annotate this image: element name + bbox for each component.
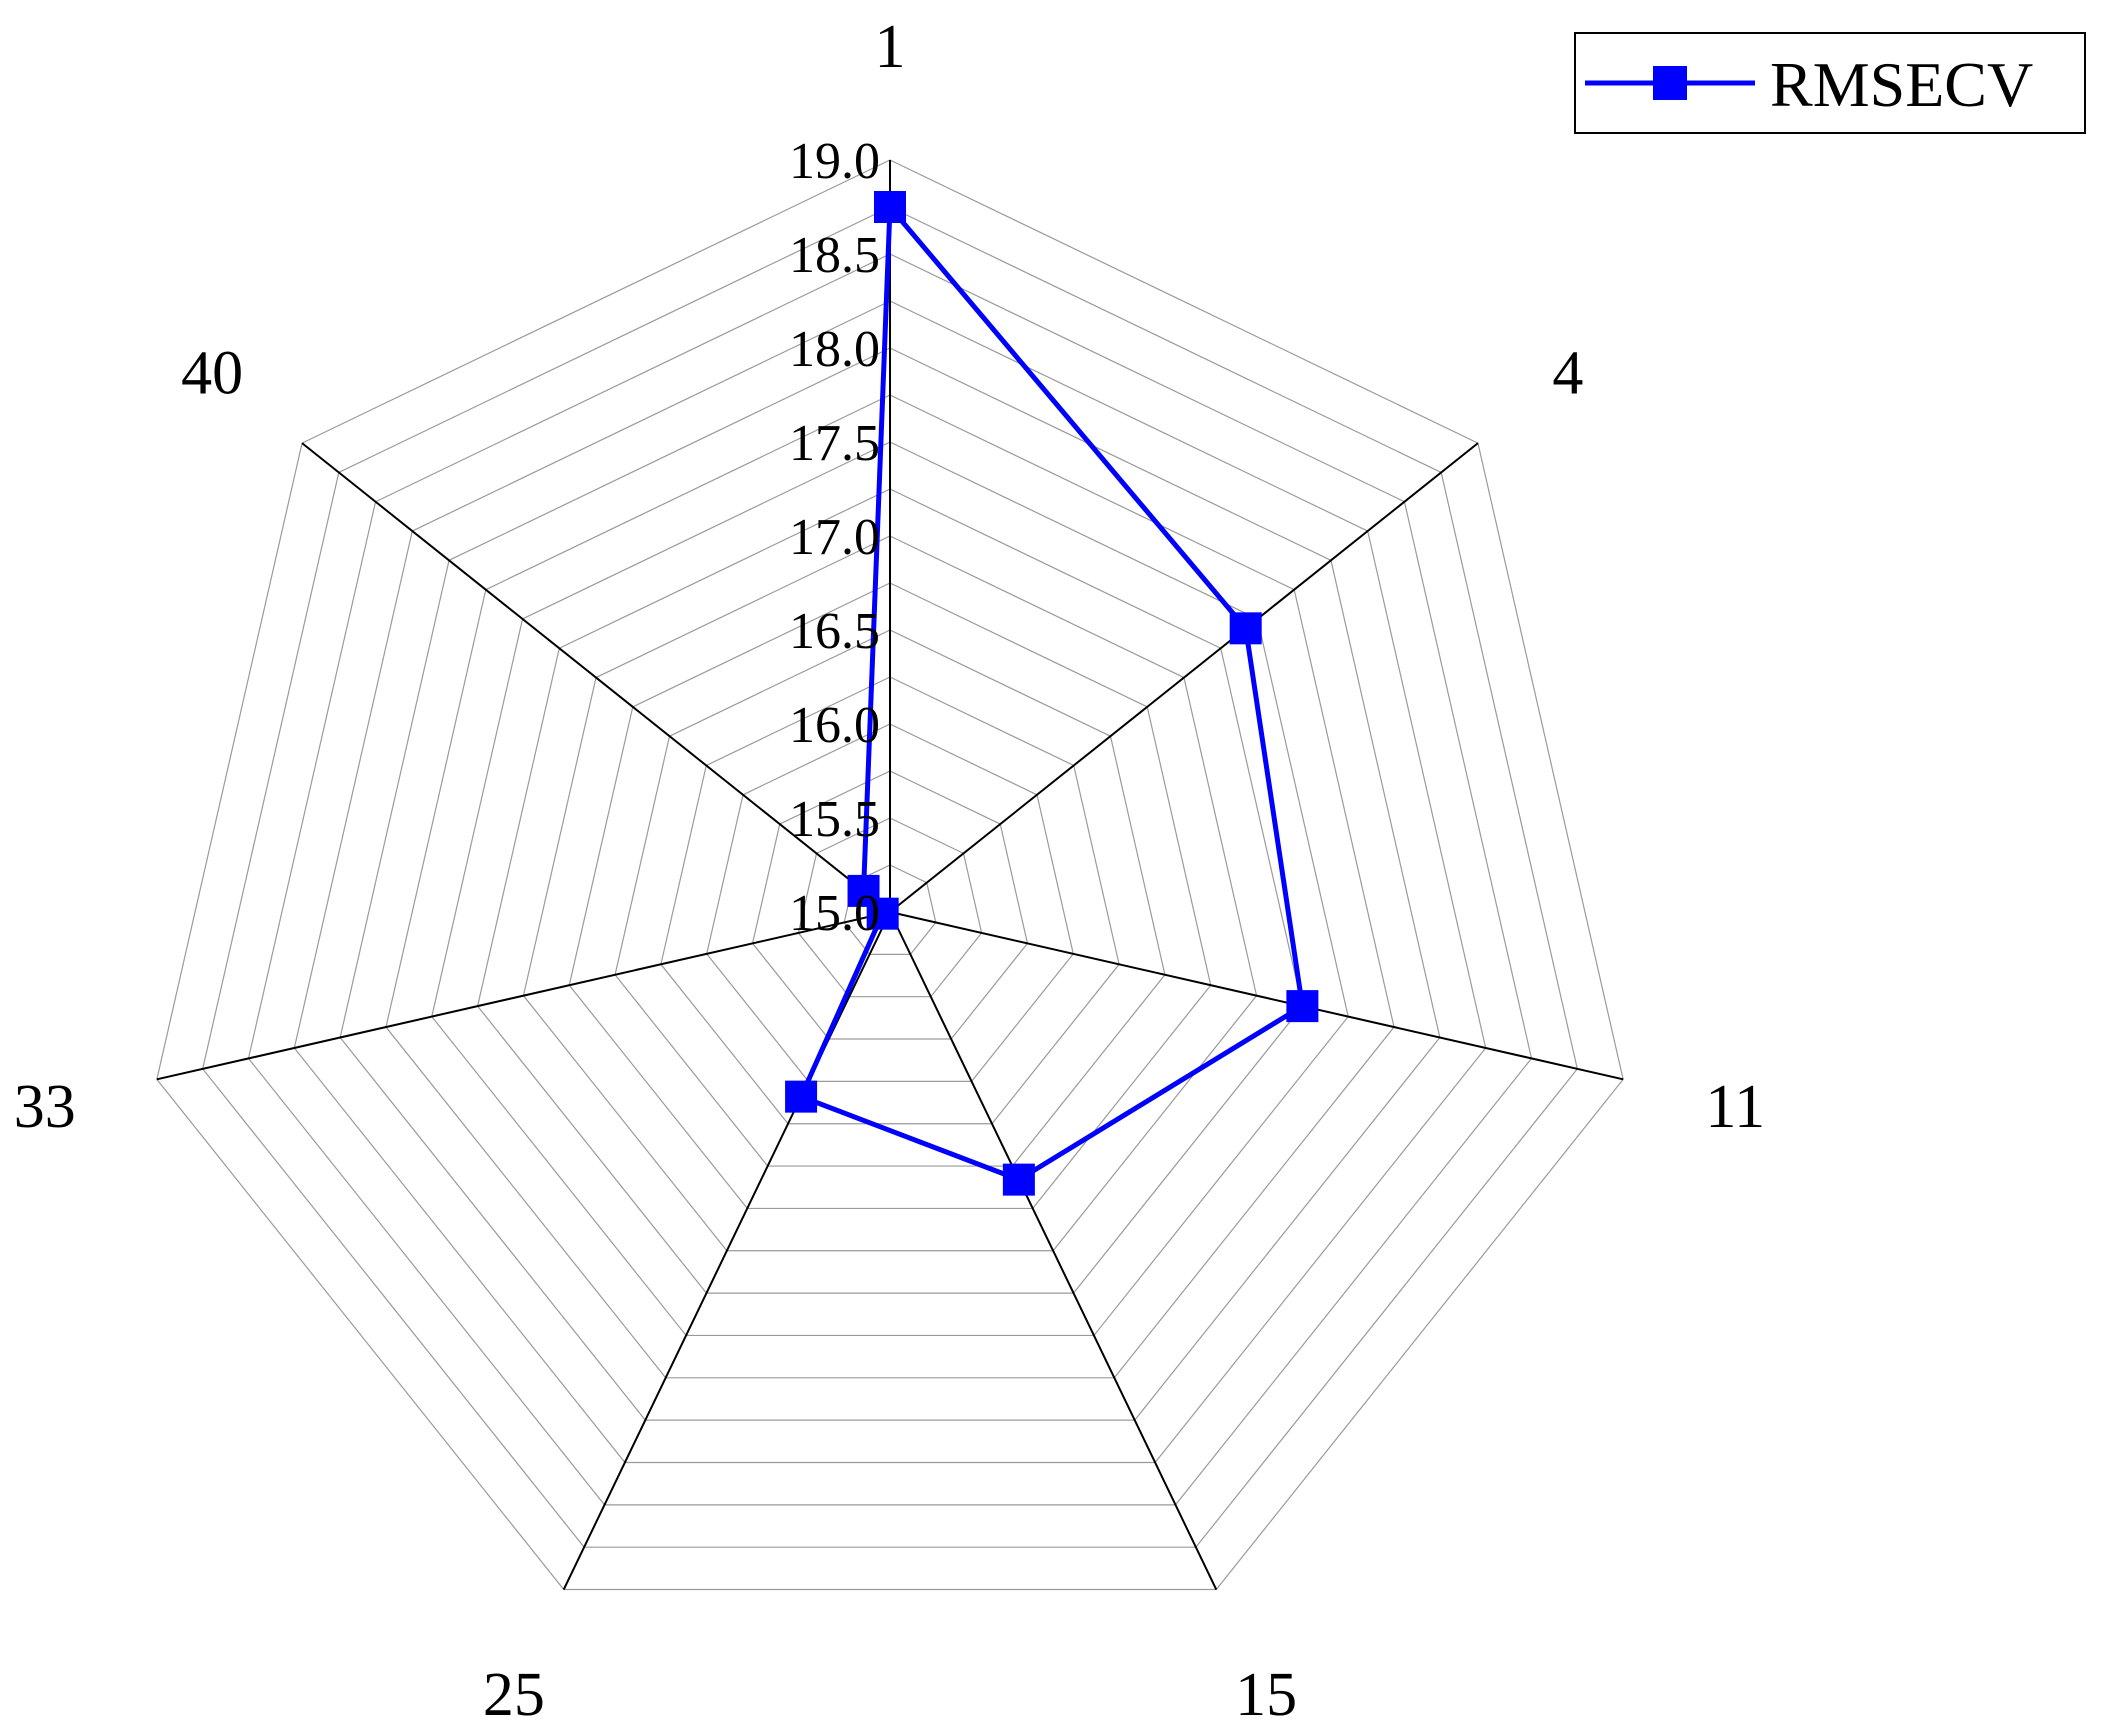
grid-ring <box>431 441 1349 1337</box>
radial-tick-label: 19.0 <box>789 133 880 190</box>
spoke-label-4: 4 <box>1552 339 1583 407</box>
grid-ring <box>568 582 1212 1210</box>
grid-ring <box>293 300 1487 1464</box>
spoke-label-15: 15 <box>1235 1661 1297 1729</box>
series-marker-40 <box>847 874 880 907</box>
radial-tick-label: 15.5 <box>789 791 880 848</box>
spoke-label-25: 25 <box>483 1661 545 1729</box>
spoke-line <box>889 911 1218 1590</box>
radial-tick-label: 15.0 <box>789 885 880 942</box>
series-marker-15 <box>1002 1163 1035 1196</box>
spoke-label-1: 1 <box>875 13 906 81</box>
grid-ring <box>247 253 1533 1506</box>
radial-tick-label: 17.0 <box>789 509 880 566</box>
radar-grid <box>156 159 1624 1591</box>
spoke-label-11: 11 <box>1705 1073 1765 1141</box>
radial-tick-label: 16.5 <box>789 603 880 660</box>
radial-tick-label: 17.5 <box>789 415 880 472</box>
radial-tick-label: 18.5 <box>789 227 880 284</box>
spoke-line <box>156 911 891 1081</box>
radial-tick-label: 18.0 <box>789 321 880 378</box>
grid-ring <box>522 535 1258 1252</box>
grid-ring <box>614 629 1166 1167</box>
grid-ring <box>339 347 1441 1421</box>
legend-label: RMSECV <box>1770 49 2033 120</box>
radial-tick-labels: 15.0 15.5 16.0 16.5 17.0 17.5 18.0 18.5 19.0 <box>789 133 880 942</box>
series-marker-4 <box>1229 612 1262 645</box>
grid-ring <box>156 159 1624 1591</box>
grid-ring <box>476 488 1304 1294</box>
series-marker-25 <box>785 1080 818 1113</box>
series-marker-11 <box>1286 990 1319 1023</box>
grid-ring <box>385 394 1395 1379</box>
spoke-line <box>889 911 1624 1081</box>
spoke-line <box>301 442 891 913</box>
radar-series <box>785 191 1319 1196</box>
grid-ring <box>706 723 1074 1082</box>
radial-tick-label: 16.0 <box>789 697 880 754</box>
series-marker-1 <box>874 191 906 223</box>
grid-ring <box>660 676 1120 1125</box>
spoke-label-40: 40 <box>181 339 243 407</box>
legend: RMSECV <box>1574 32 2086 134</box>
spoke-label-33: 33 <box>14 1073 76 1141</box>
spoke-line <box>889 442 1479 913</box>
grid-ring <box>751 770 1029 1040</box>
spoke-labels: 1 4 11 15 25 33 40 <box>14 13 1765 1729</box>
grid-ring <box>202 206 1578 1548</box>
grid-ring <box>797 817 983 998</box>
legend-marker-swatch <box>1653 66 1687 100</box>
